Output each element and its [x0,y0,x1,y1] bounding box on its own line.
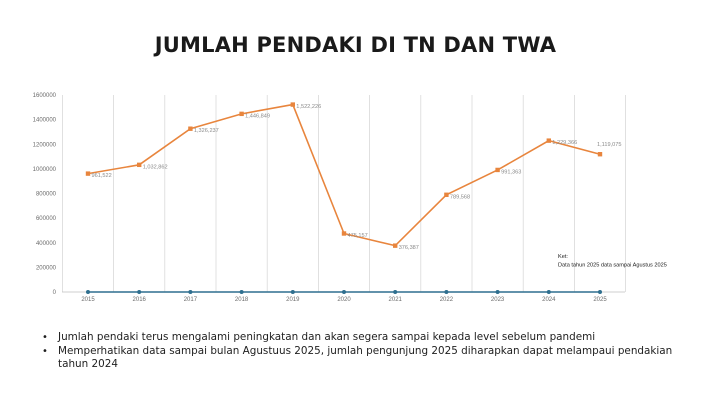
data-point [342,290,346,294]
x-tick-label: 2022 [440,297,454,303]
data-point [393,290,398,294]
bullet-item: • Jumlah pendaki terus mengalami peningk… [40,331,680,345]
data-point [188,290,193,294]
data-point [444,290,449,294]
y-tick-label: 1600000 [33,93,57,99]
data-label: 961,522 [92,173,112,179]
data-point [546,138,551,143]
data-point [444,192,449,197]
line-chart: 0 200000 400000 600000 800000 1000000 1200000 1… [33,93,667,303]
data-label: 475,157 [348,233,368,239]
chart-labels: 961,522 1,032,862 1,326,237 1,446,849 1,522,… [92,104,622,251]
x-tick-label: 2023 [491,297,505,303]
data-point [546,290,551,294]
chart-axes: 0 200000 400000 600000 800000 1000000 1200000 1… [33,93,625,303]
data-label: 991,363 [501,169,521,175]
y-tick-label: 400000 [36,241,57,247]
x-tick-label: 2015 [81,297,95,303]
data-label: 1,229,366 [552,140,577,146]
chart-series [85,102,603,294]
data-point [495,290,500,294]
x-tick-label: 2021 [389,297,403,303]
data-point [597,152,603,157]
bullet-dot-icon: • [42,332,48,343]
data-label: 376,387 [399,245,419,251]
x-tick-label: 2017 [184,297,198,303]
y-tick-label: 1000000 [33,167,57,173]
data-label: 1,522,226 [296,104,321,110]
data-point [86,290,90,294]
y-tick-label: 800000 [36,192,57,198]
data-point [341,231,347,236]
chart-note-line: Ket: [558,254,568,260]
chart-grid [62,95,626,292]
bullet-dot-icon: • [42,345,48,357]
slide-title: JUMLAH PENDAKI DI TN DAN TWA [154,33,557,57]
data-point [290,290,295,294]
chart-note-line: Data tahun 2025 data sampai Agustus 2025 [558,263,667,269]
y-tick-label: 0 [53,290,57,296]
x-tick-label: 2018 [235,297,249,303]
data-point [188,126,193,131]
data-label: 789,568 [450,194,470,200]
bullet-item: • Memperhatikan data sampai bulan Agustu… [40,345,680,372]
data-point [137,290,142,294]
bullet-text: Jumlah pendaki terus mengalami peningkat… [58,331,596,343]
data-point [598,290,602,294]
y-tick-label: 1400000 [33,118,57,124]
bullet-text: Memperhatikan data sampai bulan Agustuus… [58,344,673,371]
y-tick-label: 1200000 [33,142,57,148]
data-point [290,102,295,107]
y-tick-label: 600000 [36,216,57,222]
data-label: 1,119,075 [597,142,621,148]
x-tick-label: 2020 [337,297,351,303]
x-tick-label: 2016 [133,297,147,303]
data-point [495,167,500,173]
y-tick-label: 200000 [36,265,57,271]
data-point [239,111,244,117]
data-point [85,171,91,176]
data-point [239,290,244,294]
data-label: 1,032,862 [143,164,168,170]
data-point [393,243,398,248]
chart-note: Ket: Data tahun 2025 data sampai Agustus … [558,254,667,269]
x-tick-label: 2025 [593,297,607,303]
x-tick-label: 2024 [542,297,556,303]
data-point [137,162,142,168]
x-tick-label: 2019 [286,297,300,303]
bullet-list: • Jumlah pendaki terus mengalami peningk… [40,331,680,372]
data-label: 1,446,849 [245,113,270,119]
data-label: 1,326,237 [194,128,219,134]
